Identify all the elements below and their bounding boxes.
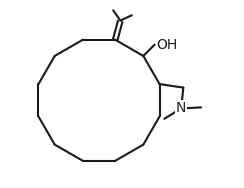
Text: N: N [176,101,186,115]
Text: OH: OH [156,38,177,52]
